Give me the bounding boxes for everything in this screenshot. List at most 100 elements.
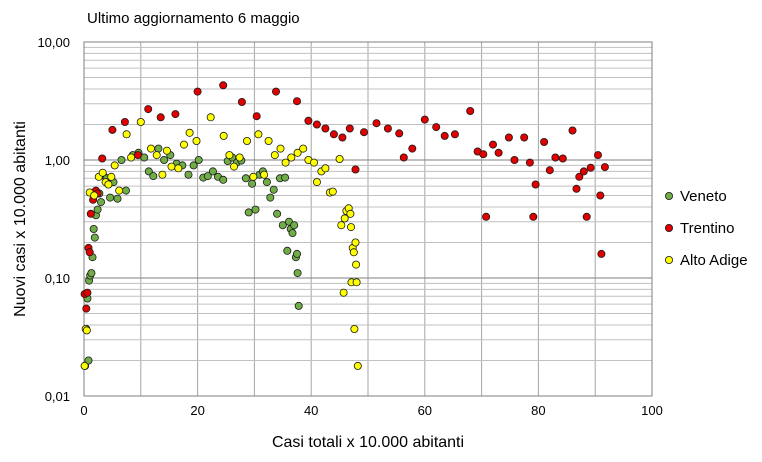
data-point xyxy=(133,151,142,160)
data-point xyxy=(90,191,99,200)
x-axis-label: Casi totali x 10.000 abitanti xyxy=(272,434,464,451)
data-point xyxy=(107,172,116,181)
data-point xyxy=(551,153,560,162)
data-point xyxy=(154,144,163,153)
data-point xyxy=(594,151,603,160)
data-point xyxy=(229,162,238,171)
data-point xyxy=(558,154,567,163)
data-point xyxy=(82,326,91,335)
data-point xyxy=(292,97,301,106)
data-point xyxy=(179,140,188,149)
x-axis-ticks: 0 20 40 60 80 100 xyxy=(80,403,662,418)
data-point xyxy=(339,288,348,297)
data-point xyxy=(525,158,534,167)
data-point xyxy=(399,153,408,162)
data-point xyxy=(167,162,176,171)
data-point xyxy=(309,158,318,167)
data-point xyxy=(194,155,203,164)
data-point xyxy=(241,174,250,183)
data-point xyxy=(293,269,302,278)
data-point xyxy=(575,172,584,181)
data-point xyxy=(450,130,459,139)
data-point xyxy=(254,130,263,139)
data-point xyxy=(206,113,215,122)
data-point xyxy=(82,304,91,313)
data-point xyxy=(372,119,381,128)
legend-marker xyxy=(665,255,674,264)
data-point xyxy=(288,229,297,238)
x-tick-label: 100 xyxy=(641,403,663,418)
y-tick-label: 0,10 xyxy=(45,271,70,286)
data-point xyxy=(350,324,359,333)
data-point xyxy=(329,130,338,139)
data-point xyxy=(146,144,155,153)
data-point xyxy=(127,153,136,162)
data-point xyxy=(597,249,606,258)
data-point xyxy=(85,248,94,257)
data-point xyxy=(156,113,165,122)
data-point xyxy=(251,205,260,214)
data-point xyxy=(93,205,102,214)
data-point xyxy=(219,81,228,90)
data-point xyxy=(89,224,98,233)
data-point xyxy=(346,209,355,218)
data-point xyxy=(328,187,337,196)
data-point xyxy=(294,301,303,310)
data-point xyxy=(299,144,308,153)
data-point xyxy=(337,221,346,230)
data-point xyxy=(440,131,449,140)
y-axis-label: Nuovi casi x 10.000 abitanti xyxy=(12,121,29,317)
data-point xyxy=(97,198,106,207)
data-point xyxy=(432,123,441,132)
data-point xyxy=(335,154,344,163)
data-point xyxy=(345,124,354,133)
data-point xyxy=(144,105,153,114)
data-point xyxy=(540,137,549,146)
x-tick-label: 0 xyxy=(80,403,87,418)
data-point xyxy=(162,146,171,155)
data-point xyxy=(338,133,347,142)
data-point xyxy=(98,154,107,163)
data-point xyxy=(346,223,355,232)
data-point xyxy=(586,163,595,172)
data-point xyxy=(271,87,280,96)
y-axis-ticks: 0,01 0,10 1,00 10,00 xyxy=(37,35,70,404)
data-point xyxy=(264,136,273,145)
data-point xyxy=(359,128,368,137)
data-point xyxy=(510,155,519,164)
x-tick-label: 20 xyxy=(190,403,204,418)
data-point xyxy=(273,209,282,218)
legend: Veneto Trentino Alto Adige xyxy=(665,188,748,269)
data-point xyxy=(568,126,577,135)
data-point xyxy=(351,165,360,174)
data-point xyxy=(235,153,244,162)
legend-label: Veneto xyxy=(680,188,727,205)
data-point xyxy=(290,221,299,230)
data-point xyxy=(80,361,89,370)
data-point xyxy=(122,130,131,139)
data-point xyxy=(321,124,330,133)
x-tick-label: 60 xyxy=(418,403,432,418)
data-point xyxy=(152,151,161,160)
data-point xyxy=(266,193,275,202)
data-point xyxy=(87,269,96,278)
data-point xyxy=(352,260,361,269)
data-point xyxy=(260,170,269,179)
data-point xyxy=(115,186,124,195)
legend-label: Alto Adige xyxy=(680,252,748,269)
data-point xyxy=(351,238,360,247)
data-point xyxy=(203,172,212,181)
data-point xyxy=(488,140,497,149)
data-point xyxy=(106,193,115,202)
data-point xyxy=(520,133,529,142)
data-point xyxy=(120,118,129,127)
data-point xyxy=(252,112,261,121)
data-point xyxy=(248,179,257,188)
data-point xyxy=(466,107,475,116)
legend-marker xyxy=(665,223,674,232)
data-point xyxy=(281,173,290,182)
data-point xyxy=(281,158,290,167)
data-point xyxy=(158,170,167,179)
legend-marker xyxy=(665,191,674,200)
